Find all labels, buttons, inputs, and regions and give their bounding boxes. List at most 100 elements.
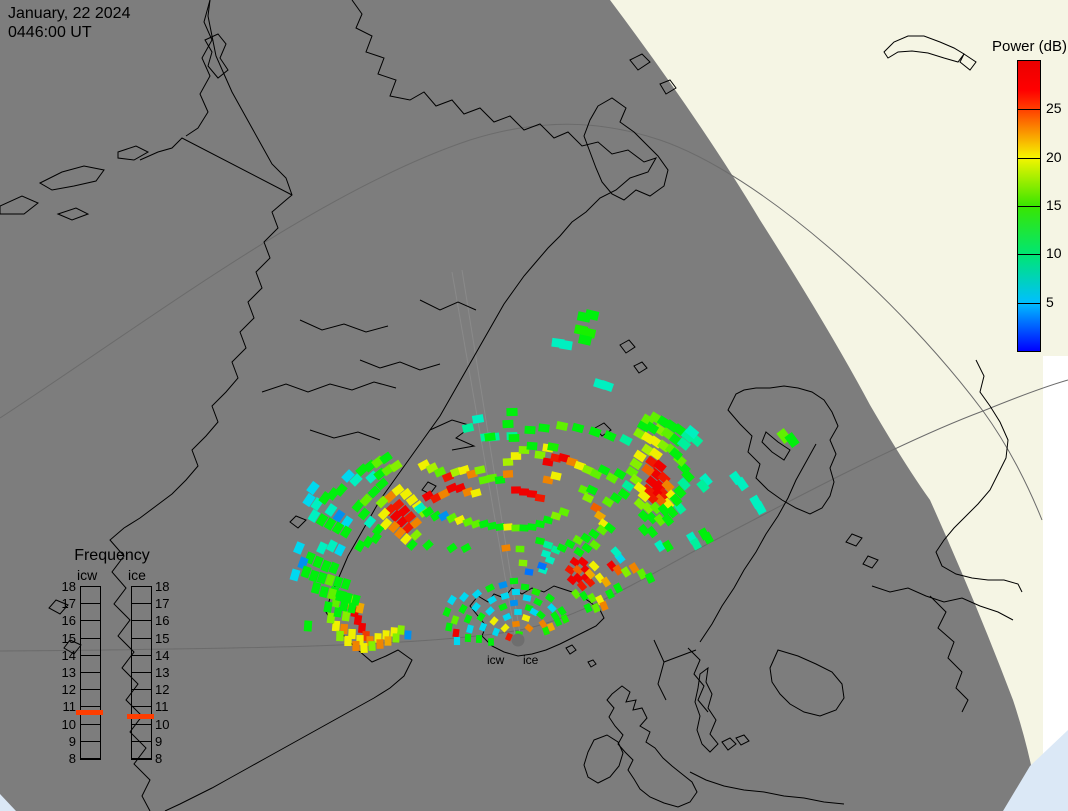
backscatter-cell xyxy=(339,525,353,539)
freq-scale-number: 15 xyxy=(61,630,76,646)
backscatter-cell xyxy=(584,309,600,321)
freq-scale-number: 17 xyxy=(61,596,76,612)
backscatter-cell xyxy=(367,485,381,499)
backscatter-cell xyxy=(376,639,384,649)
backscatter-cell xyxy=(511,588,521,596)
backscatter-cell xyxy=(458,591,470,603)
backscatter-cell xyxy=(677,477,691,491)
backscatter-cell xyxy=(502,419,514,429)
backscatter-cell xyxy=(500,592,510,600)
backscatter-cell xyxy=(662,539,674,553)
backscatter-cell xyxy=(494,475,506,485)
backscatter-cell xyxy=(478,475,490,485)
backscatter-cell xyxy=(341,469,355,483)
backscatter-cell xyxy=(684,424,700,440)
backscatter-cell xyxy=(486,521,498,531)
backscatter-cell xyxy=(572,534,584,546)
backscatter-cell xyxy=(661,513,675,527)
backscatter-cell xyxy=(653,493,667,507)
backscatter-cell xyxy=(478,622,488,632)
backscatter-cell xyxy=(391,483,405,497)
backscatter-cell xyxy=(474,465,486,475)
freq-scale-segment xyxy=(132,742,151,759)
backscatter-cell xyxy=(300,565,312,579)
date-text: January, 22 2024 xyxy=(8,5,131,22)
colorbar-tick-label: 15 xyxy=(1046,197,1062,213)
backscatter-cell xyxy=(498,580,508,590)
backscatter-cell xyxy=(487,638,495,646)
backscatter-cell xyxy=(359,493,373,507)
freq-scale-segment xyxy=(132,621,151,639)
backscatter-cell xyxy=(406,539,418,551)
backscatter-cell xyxy=(665,505,679,519)
backscatter-cell xyxy=(605,472,619,484)
backscatter-cell xyxy=(597,464,611,476)
backscatter-cell xyxy=(502,470,514,478)
backscatter-cell xyxy=(478,519,490,529)
backscatter-cell xyxy=(645,525,659,539)
backscatter-cell xyxy=(604,522,616,534)
backscatter-cell xyxy=(324,573,336,587)
freq-scale-number: 13 xyxy=(61,665,76,680)
backscatter-cell xyxy=(450,615,460,625)
backscatter-cell xyxy=(316,541,328,555)
backscatter-cell xyxy=(336,630,344,642)
backscatter-cell xyxy=(534,519,546,529)
freq-scale-segment xyxy=(81,587,100,605)
backscatter-cell xyxy=(471,588,483,600)
backscatter-cell xyxy=(349,473,363,487)
backscatter-cell xyxy=(609,492,623,504)
colorbar-tick xyxy=(1018,302,1040,304)
backscatter-cell xyxy=(422,539,434,551)
backscatter-cell xyxy=(323,601,333,613)
backscatter-cell xyxy=(654,539,666,553)
freq-marker-ice xyxy=(127,713,154,719)
backscatter-cell xyxy=(637,509,651,523)
backscatter-cell xyxy=(375,477,389,491)
backscatter-cell xyxy=(533,597,543,607)
backscatter-cell xyxy=(397,625,405,635)
backscatter-cell xyxy=(585,484,599,496)
backscatter-cell xyxy=(421,506,435,518)
backscatter-cell xyxy=(633,449,647,463)
backscatter-cell xyxy=(557,605,567,617)
backscatter-cell xyxy=(303,620,313,632)
colorbar-tick-label: 10 xyxy=(1046,245,1062,262)
colorbar-tick-label: 25 xyxy=(1046,100,1062,117)
backscatter-cell xyxy=(591,602,601,614)
backscatter-cell xyxy=(560,614,570,624)
backscatter-cell xyxy=(332,575,344,589)
backscatter-cell xyxy=(331,521,345,535)
backscatter-cell xyxy=(637,523,651,537)
backscatter-cell xyxy=(526,489,538,499)
backscatter-cell xyxy=(404,630,412,640)
freq-scale-segment xyxy=(132,690,151,708)
backscatter-cell xyxy=(384,636,392,646)
freq-scale-segment xyxy=(132,673,151,691)
freq-scale-segment xyxy=(132,707,151,725)
coastlines xyxy=(0,0,1023,811)
backscatter-cell xyxy=(588,560,600,572)
backscatter-cell xyxy=(589,468,603,480)
backscatter-cell xyxy=(485,606,495,616)
backscatter-cell xyxy=(454,514,466,526)
backscatter-cell xyxy=(409,517,423,529)
backscatter-cell xyxy=(544,593,556,603)
backscatter-cell xyxy=(699,472,713,488)
backscatter-cell xyxy=(453,636,461,646)
backscatter-cell xyxy=(502,457,514,467)
backscatter-cell xyxy=(524,568,534,576)
backscatter-cell xyxy=(534,450,546,460)
backscatter-cell xyxy=(318,585,330,599)
backscatter-cell xyxy=(629,457,643,471)
backscatter-cell xyxy=(387,520,401,534)
backscatter-cell xyxy=(577,556,589,568)
freq-scale-number: 15 xyxy=(155,630,170,646)
backscatter-cell xyxy=(352,640,360,652)
backscatter-cell xyxy=(636,568,648,580)
freq-scale-number: 13 xyxy=(155,665,170,680)
backscatter-cell xyxy=(470,488,482,498)
freq-scale-number: 11 xyxy=(155,699,169,715)
backscatter-cell xyxy=(613,467,627,481)
